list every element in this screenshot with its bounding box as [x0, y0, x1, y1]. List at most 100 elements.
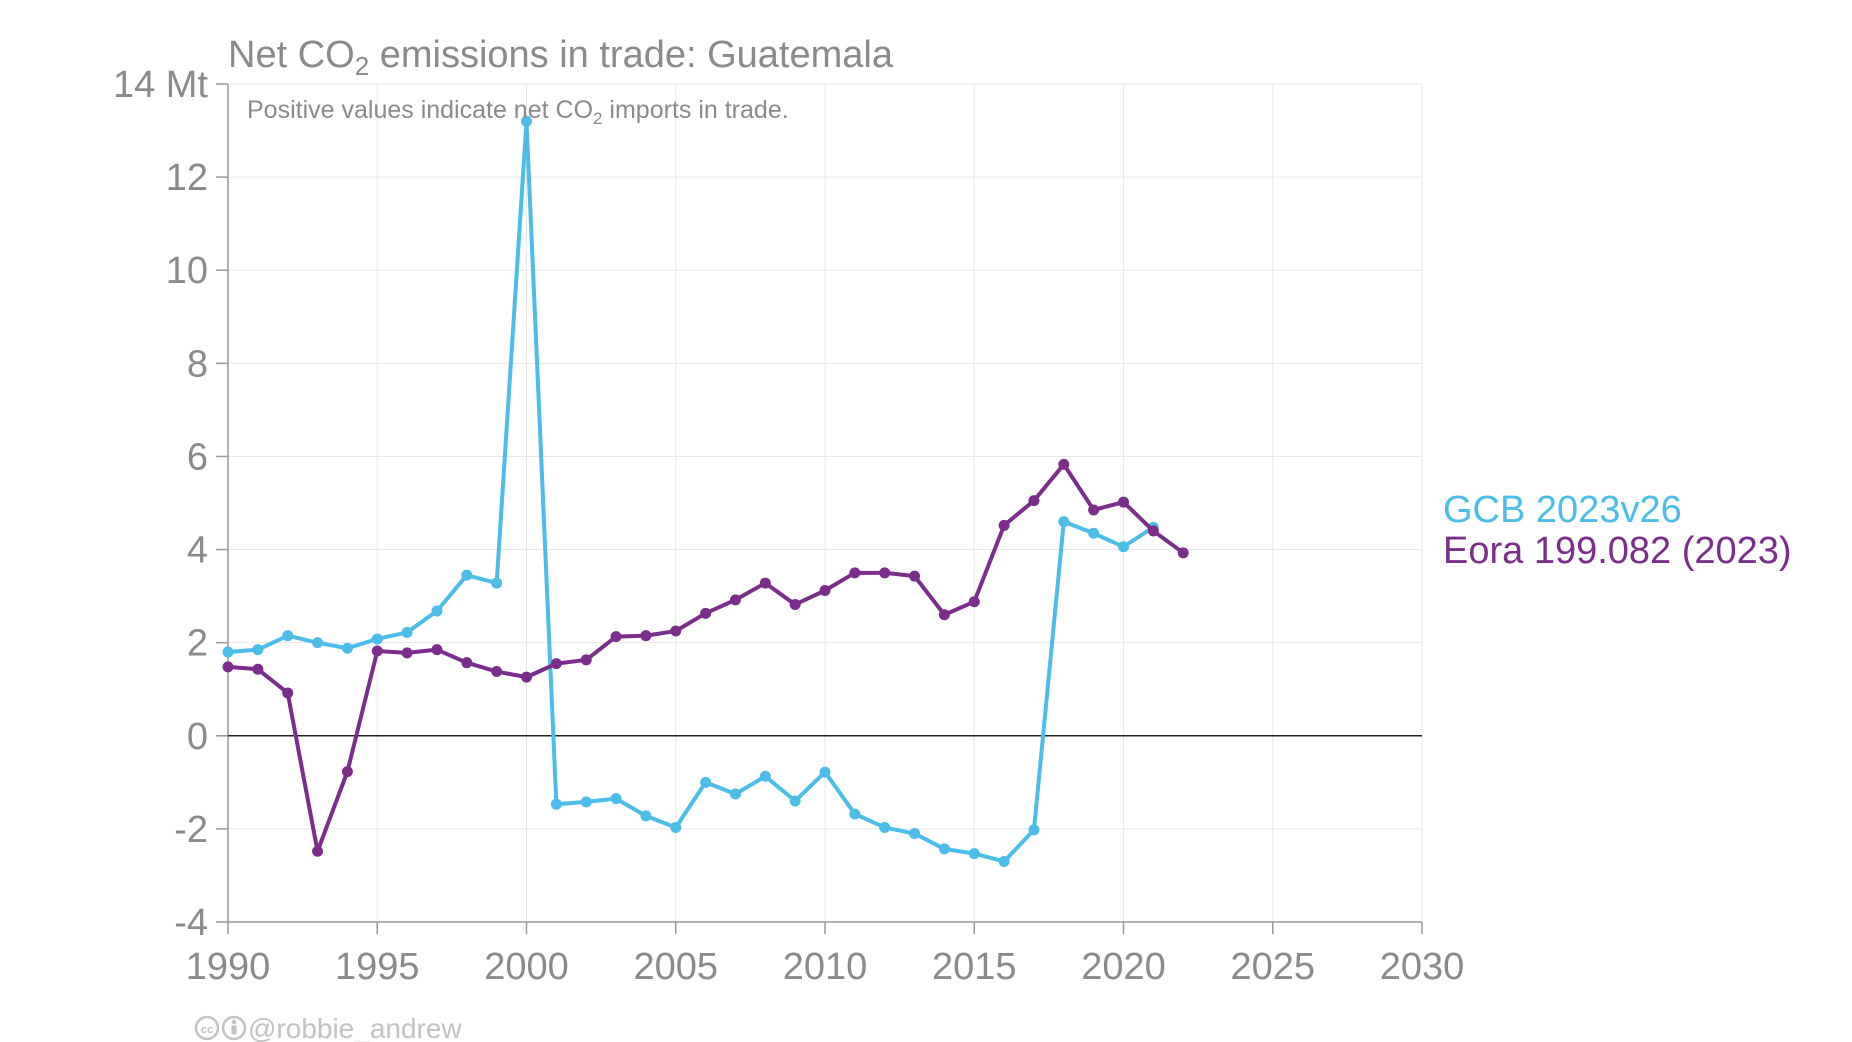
- data-point: [371, 633, 383, 645]
- data-point: [252, 644, 264, 656]
- data-point: [431, 605, 443, 617]
- x-tick-label: 2000: [484, 946, 569, 988]
- data-point: [819, 766, 831, 778]
- chart-title: Net CO2 emissions in trade: Guatemala: [228, 34, 894, 81]
- data-point: [580, 796, 592, 808]
- y-tick-label: 0: [187, 716, 208, 758]
- data-point: [1058, 458, 1070, 470]
- axes: -4 -2 0 2 4 6 8 10 12 14 Mt 1990 1995 2000 2005 2010 20…: [113, 64, 1464, 988]
- data-point: [1147, 525, 1159, 537]
- data-point: [371, 645, 383, 657]
- data-point: [1028, 495, 1040, 507]
- data-point: [1028, 824, 1040, 836]
- x-tick-label: 2020: [1081, 946, 1166, 988]
- data-point: [670, 625, 682, 637]
- chart-subtitle: Positive values indicate net CO2 imports…: [247, 96, 789, 128]
- series-1: [222, 115, 1159, 867]
- data-point: [968, 596, 980, 608]
- data-point: [1118, 541, 1129, 553]
- data-point: [222, 661, 234, 673]
- y-tick-label: 8: [187, 343, 208, 385]
- data-point: [491, 577, 503, 589]
- data-point: [1058, 516, 1070, 528]
- grid: [228, 83, 1423, 923]
- x-tick-label: 2030: [1380, 946, 1465, 988]
- data-point: [550, 798, 562, 810]
- data-point: [252, 663, 264, 675]
- data-point: [282, 687, 294, 699]
- legend-entry: GCB 2023v26: [1443, 489, 1682, 531]
- data-point: [341, 766, 353, 778]
- data-point: [700, 607, 712, 619]
- series-line: [226, 119, 1156, 864]
- data-point: [789, 598, 801, 610]
- data-point: [1088, 504, 1100, 516]
- data-point: [401, 647, 413, 659]
- data-point: [909, 570, 921, 582]
- data-point: [431, 644, 443, 656]
- data-point: [998, 855, 1010, 867]
- data-point: [909, 828, 921, 840]
- data-point: [550, 658, 562, 670]
- legend-entry: Eora 199.082 (2023): [1443, 530, 1792, 572]
- y-tick-label: -4: [174, 902, 208, 944]
- x-tick-label: 1990: [186, 946, 271, 988]
- y-tick-label: -2: [174, 809, 208, 851]
- data-point: [938, 609, 950, 621]
- data-point: [341, 642, 353, 654]
- data-point: [759, 577, 771, 589]
- x-tick-label: 2010: [783, 946, 868, 988]
- data-point: [879, 821, 891, 833]
- data-point: [938, 843, 950, 855]
- y-tick-label: 12: [166, 157, 208, 199]
- data-point: [849, 808, 861, 820]
- series-lines: [222, 115, 1189, 867]
- x-tick-label: 2025: [1230, 946, 1315, 988]
- data-point: [819, 585, 831, 597]
- data-point: [312, 637, 324, 649]
- data-point: [401, 626, 413, 638]
- data-point: [610, 793, 622, 805]
- data-point: [700, 776, 712, 788]
- data-point: [610, 631, 622, 643]
- credit-handle: @robbie_andrew: [248, 1013, 462, 1042]
- data-point: [729, 594, 741, 606]
- data-point: [491, 666, 503, 678]
- svg-text:cc: cc: [201, 1024, 213, 1036]
- data-point: [849, 567, 861, 579]
- data-point: [521, 671, 532, 683]
- series-line: [226, 462, 1186, 854]
- series-2: [222, 458, 1189, 857]
- y-tick-label: 2: [187, 623, 208, 665]
- x-tick-label: 2005: [633, 946, 718, 988]
- data-point: [729, 788, 741, 800]
- data-point: [521, 115, 532, 127]
- x-tick-label: 1995: [335, 946, 420, 988]
- data-point: [759, 770, 771, 782]
- data-point: [1088, 527, 1100, 539]
- data-point: [789, 795, 801, 807]
- data-point: [998, 519, 1010, 531]
- x-tick-label: 2015: [932, 946, 1017, 988]
- data-point: [461, 569, 473, 581]
- y-tick-label: 14 Mt: [113, 64, 208, 106]
- credit: cc @robbie_andrew: [194, 1013, 462, 1042]
- data-point: [580, 654, 592, 666]
- data-point: [1177, 547, 1189, 559]
- data-point: [222, 646, 234, 658]
- data-point: [1118, 496, 1129, 508]
- data-point: [312, 845, 324, 857]
- data-point: [461, 657, 473, 669]
- data-point: [640, 810, 652, 822]
- data-point: [640, 630, 652, 642]
- cc-icon: cc: [194, 1015, 220, 1041]
- data-point: [879, 567, 891, 579]
- data-point: [282, 630, 294, 642]
- y-tick-label: 10: [166, 250, 208, 292]
- y-tick-label: 4: [187, 530, 208, 572]
- y-tick-label: 6: [187, 436, 208, 478]
- data-point: [670, 821, 682, 833]
- data-point: [968, 848, 980, 860]
